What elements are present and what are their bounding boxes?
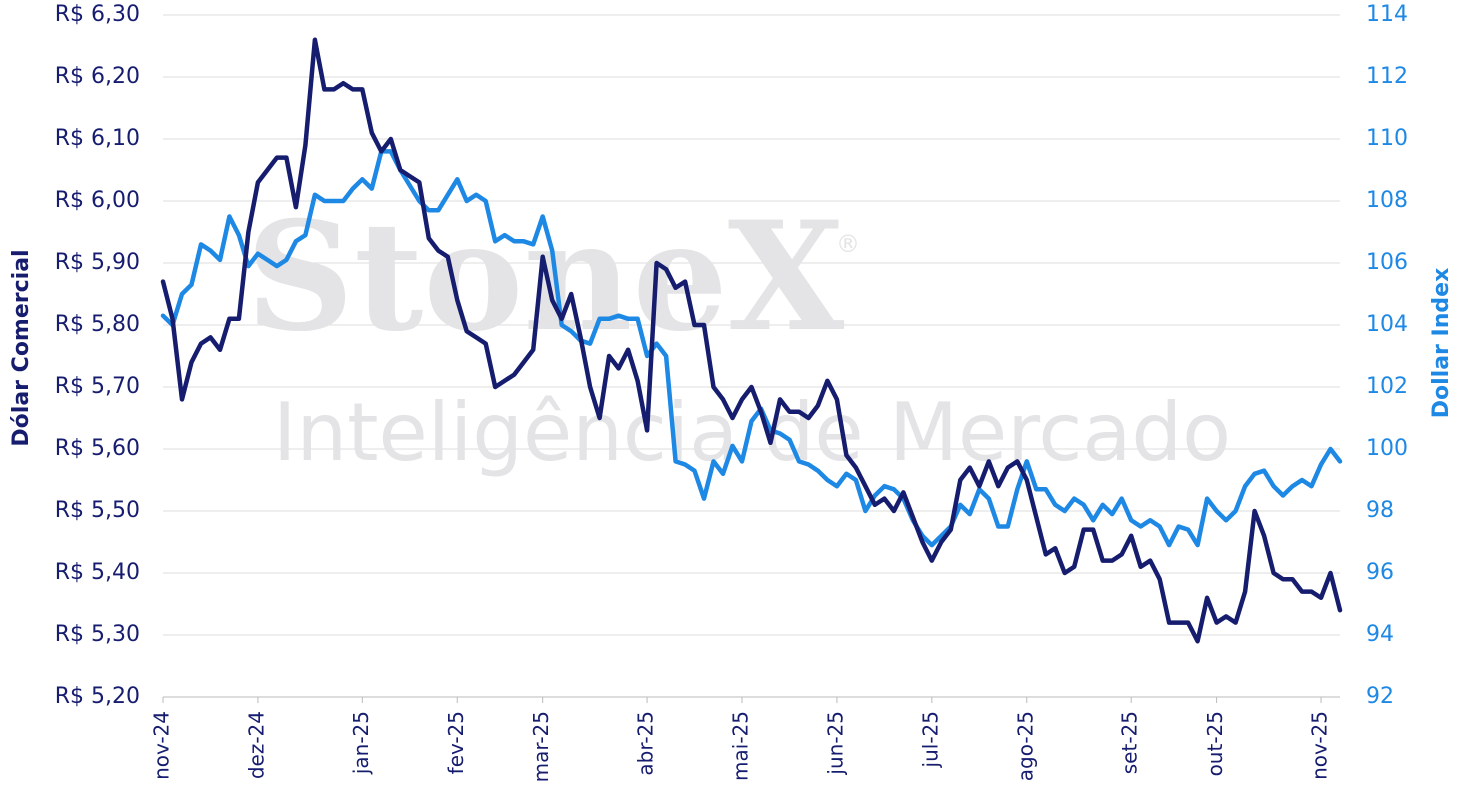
- x-tick-label: ago-25: [1013, 711, 1037, 781]
- y2-tick-label: 92: [1366, 684, 1394, 709]
- y2-tick-label: 96: [1366, 560, 1394, 585]
- series-line: [160, 149, 1343, 548]
- y-tick-label: R$ 5,90: [55, 250, 140, 275]
- y-tick-label: R$ 6,20: [55, 64, 140, 89]
- y-tick-label: R$ 5,20: [55, 684, 140, 709]
- x-tick-label: jan-25: [349, 711, 373, 775]
- x-tick-label: out-25: [1203, 711, 1227, 776]
- y2-tick-label: 94: [1366, 622, 1394, 647]
- y-axis-title: Dólar Comercial: [9, 249, 34, 446]
- watermark-mark: ®: [836, 230, 860, 258]
- series-line: [160, 37, 1343, 644]
- y-tick-label: R$ 6,10: [55, 126, 140, 151]
- x-tick-label: nov-25: [1308, 711, 1332, 780]
- y-tick-label: R$ 5,40: [55, 560, 140, 585]
- x-tick-label: jul-25: [918, 711, 942, 768]
- x-tick-label: mar-25: [529, 711, 553, 782]
- y-tick-label: R$ 5,70: [55, 374, 140, 399]
- x-tick-label: set-25: [1118, 711, 1142, 774]
- x-tick-label: nov-24: [150, 711, 174, 780]
- y2-tick-label: 100: [1366, 436, 1408, 461]
- y2-tick-label: 108: [1366, 188, 1408, 213]
- y-tick-label: R$ 5,50: [55, 498, 140, 523]
- y2-axis-title: Dollar Index: [1429, 268, 1454, 419]
- y2-tick-label: 110: [1366, 126, 1408, 151]
- y2-tick-label: 98: [1366, 498, 1394, 523]
- y-tick-label: R$ 5,60: [55, 436, 140, 461]
- y-tick-label: R$ 5,80: [55, 312, 140, 337]
- x-tick-label: dez-24: [244, 711, 268, 779]
- x-tick-label: mai-25: [729, 711, 753, 781]
- y2-tick-label: 112: [1366, 64, 1408, 89]
- y2-tick-label: 106: [1366, 250, 1408, 275]
- x-tick-label: abr-25: [634, 711, 658, 776]
- x-tick-label: fev-25: [444, 711, 468, 774]
- x-tick-label: jun-25: [823, 711, 847, 776]
- y-tick-label: R$ 5,30: [55, 622, 140, 647]
- y-tick-label: R$ 6,00: [55, 188, 140, 213]
- y-tick-label: R$ 6,30: [55, 2, 140, 27]
- watermark-subtitle: Inteligência de Mercado: [273, 386, 1231, 479]
- y2-tick-label: 102: [1366, 374, 1408, 399]
- y2-tick-label: 104: [1366, 312, 1408, 337]
- y2-tick-label: 114: [1366, 2, 1408, 27]
